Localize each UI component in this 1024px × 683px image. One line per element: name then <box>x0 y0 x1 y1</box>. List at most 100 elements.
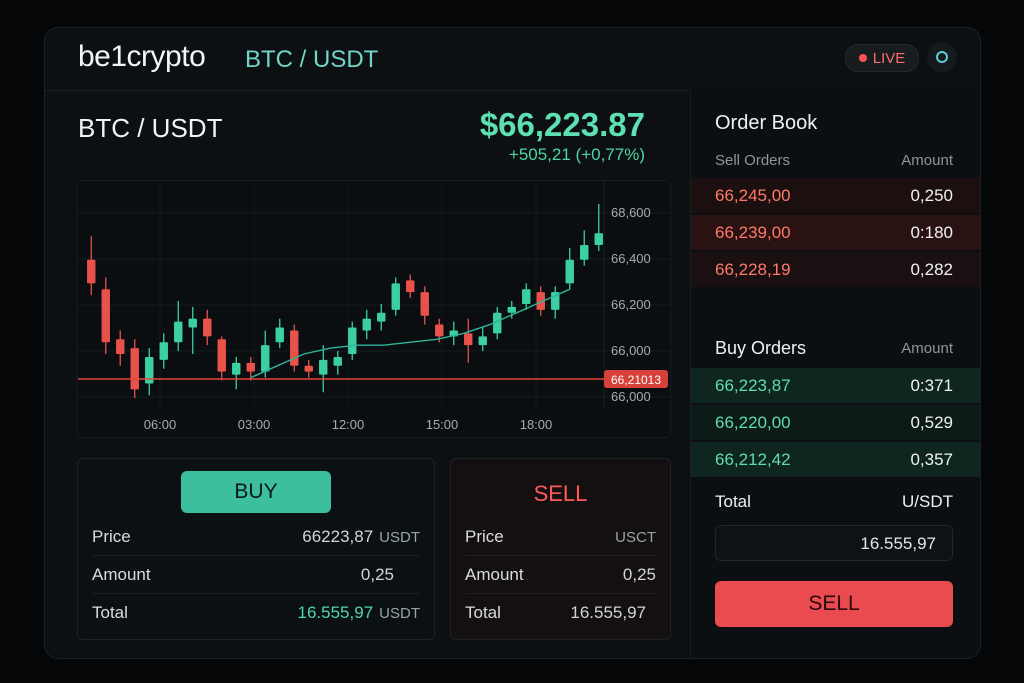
sell-total-number: 16.555,97 <box>570 603 646 622</box>
live-badge: LIVE <box>845 44 919 72</box>
candle-body <box>232 362 241 375</box>
x-tick-label: 12:00 <box>332 417 365 432</box>
order-book-title: Order Book <box>715 112 818 134</box>
sell-order-price: 66,239,00 <box>715 223 791 242</box>
buy-price-value[interactable]: 66223,87 USDT <box>302 527 420 547</box>
candle-body <box>174 321 183 343</box>
buy-order-price: 66,220,00 <box>715 413 791 432</box>
candle-body <box>275 327 284 343</box>
sell-price-value[interactable]: USCT <box>609 527 656 547</box>
buy-order-price: 66,212,42 <box>715 450 791 469</box>
current-price-tag: 66,21013 <box>611 373 661 387</box>
circle-icon <box>936 51 948 63</box>
sell-amount-header: Amount <box>901 152 953 169</box>
candle-body <box>594 233 603 246</box>
sell-orders-label: Sell Orders <box>715 152 791 169</box>
sell-card: SELL Price USCT Amount 0,25 Total 16.555… <box>450 458 671 640</box>
candle-body <box>406 280 415 293</box>
sell-amount-row: Amount 0,25 <box>465 557 656 594</box>
sell-price-row: Price USCT <box>465 519 656 556</box>
buy-total-value: 16.555,97 USDT <box>298 603 420 623</box>
sell-amount-value[interactable]: 0,25 <box>623 565 656 585</box>
candle-body <box>188 318 197 328</box>
buy-price-row: Price 66223,87 USDT <box>92 519 420 556</box>
sell-card-title[interactable]: SELL <box>533 481 588 506</box>
candle-body <box>493 312 502 334</box>
current-price-tag-bg <box>604 370 668 388</box>
y-tick-label: 68,600 <box>611 205 651 220</box>
chart-svg: 66,21013 68,600 66,400 66,200 66,000 66,000 06… <box>78 181 670 432</box>
price-change: +505,21 (+0,77%) <box>508 145 645 164</box>
sell-order-amount: 0,282 <box>910 260 953 279</box>
buy-button[interactable]: BUY <box>181 471 331 513</box>
sell-amount-label: Amount <box>465 565 524 584</box>
current-price: $66,223.87 <box>479 106 645 143</box>
price-chart[interactable]: 66,21013 68,600 66,400 66,200 66,000 66,000 06… <box>77 180 671 438</box>
buy-order-row[interactable]: 66,220,00 0,529 <box>691 405 980 440</box>
live-label: LIVE <box>872 49 906 67</box>
sell-order-price: 66,228,19 <box>715 260 791 279</box>
candle-body <box>304 365 313 372</box>
moving-average-line <box>250 288 571 379</box>
x-tick-label: 03:00 <box>238 417 271 432</box>
order-total-label: Total <box>715 492 751 511</box>
order-book-panel: Order Book Sell Orders Amount 66,245,00 … <box>690 90 980 658</box>
sell-price-unit: USCT <box>615 529 656 546</box>
sell-orders-header: Sell Orders Amount <box>715 152 953 169</box>
sell-order-row[interactable]: 66,245,00 0,250 <box>691 178 980 213</box>
buy-orders-label: Buy Orders <box>715 338 807 358</box>
y-tick-label: 66,400 <box>611 251 651 266</box>
candle-body <box>261 345 270 372</box>
candle-body <box>377 312 386 322</box>
sell-price-label: Price <box>465 527 504 546</box>
buy-order-amount: 0,357 <box>910 450 953 469</box>
candle-body <box>217 339 226 372</box>
candle-body <box>333 356 342 366</box>
buy-price-number: 66223,87 <box>302 527 374 546</box>
settings-circle-button[interactable] <box>927 42 957 72</box>
buy-total-unit: USDT <box>379 605 420 622</box>
logo: be1crypto <box>78 40 206 73</box>
top-bar: be1crypto BTC / USDT LIVE <box>45 28 980 91</box>
sell-total-label: Total <box>465 603 501 622</box>
order-total-field[interactable]: 16.555,97 <box>715 525 953 561</box>
buy-total-label: Total <box>92 603 128 622</box>
sell-order-row[interactable]: 66,239,00 0:180 <box>691 215 980 250</box>
candle-body <box>435 324 444 337</box>
header-pair[interactable]: BTC / USDT <box>245 46 379 73</box>
candle-body <box>507 306 516 313</box>
x-tick-label: 06:00 <box>144 417 177 432</box>
y-tick-label: 66,000 <box>611 389 651 404</box>
candle-body <box>536 292 545 310</box>
sell-order-amount: 0:180 <box>910 223 953 242</box>
buy-price-unit: USDT <box>379 529 420 546</box>
candle-body <box>130 348 139 390</box>
trading-app: be1crypto BTC / USDT LIVE BTC / USDT $66… <box>44 27 981 659</box>
candle-body <box>478 336 487 346</box>
buy-amount-label: Amount <box>92 565 151 584</box>
buy-amount-header: Amount <box>901 340 953 357</box>
buy-order-price: 66,223,87 <box>715 376 791 395</box>
sell-total-row: Total 16.555,97 <box>465 595 656 631</box>
y-tick-label: 66,000 <box>611 343 651 358</box>
buy-order-row[interactable]: 66,212,42 0,357 <box>691 442 980 477</box>
buy-order-row[interactable]: 66,223,87 0:371 <box>691 368 980 403</box>
candle-body <box>522 289 531 304</box>
sell-order-amount: 0,250 <box>910 186 953 205</box>
x-tick-label: 18:00 <box>520 417 553 432</box>
candle-body <box>246 362 255 372</box>
buy-amount-value[interactable]: 0,25 <box>361 565 394 585</box>
candle-body <box>391 283 400 310</box>
order-total-header: Total U/SDT <box>715 492 953 512</box>
live-dot-icon <box>858 54 867 62</box>
sell-button[interactable]: SELL <box>715 581 953 627</box>
buy-orders-header: Buy Orders Amount <box>715 338 953 359</box>
sell-order-row[interactable]: 66,228,19 0,282 <box>691 252 980 287</box>
candle-body <box>101 289 110 343</box>
buy-price-label: Price <box>92 527 131 546</box>
pair-title: BTC / USDT <box>78 113 223 143</box>
candle-body <box>348 327 357 354</box>
buy-amount-row: Amount 0,25 <box>92 557 420 594</box>
buy-card: BUY Price 66223,87 USDT Amount 0,25 Total… <box>77 458 435 640</box>
candle-body <box>420 292 429 316</box>
